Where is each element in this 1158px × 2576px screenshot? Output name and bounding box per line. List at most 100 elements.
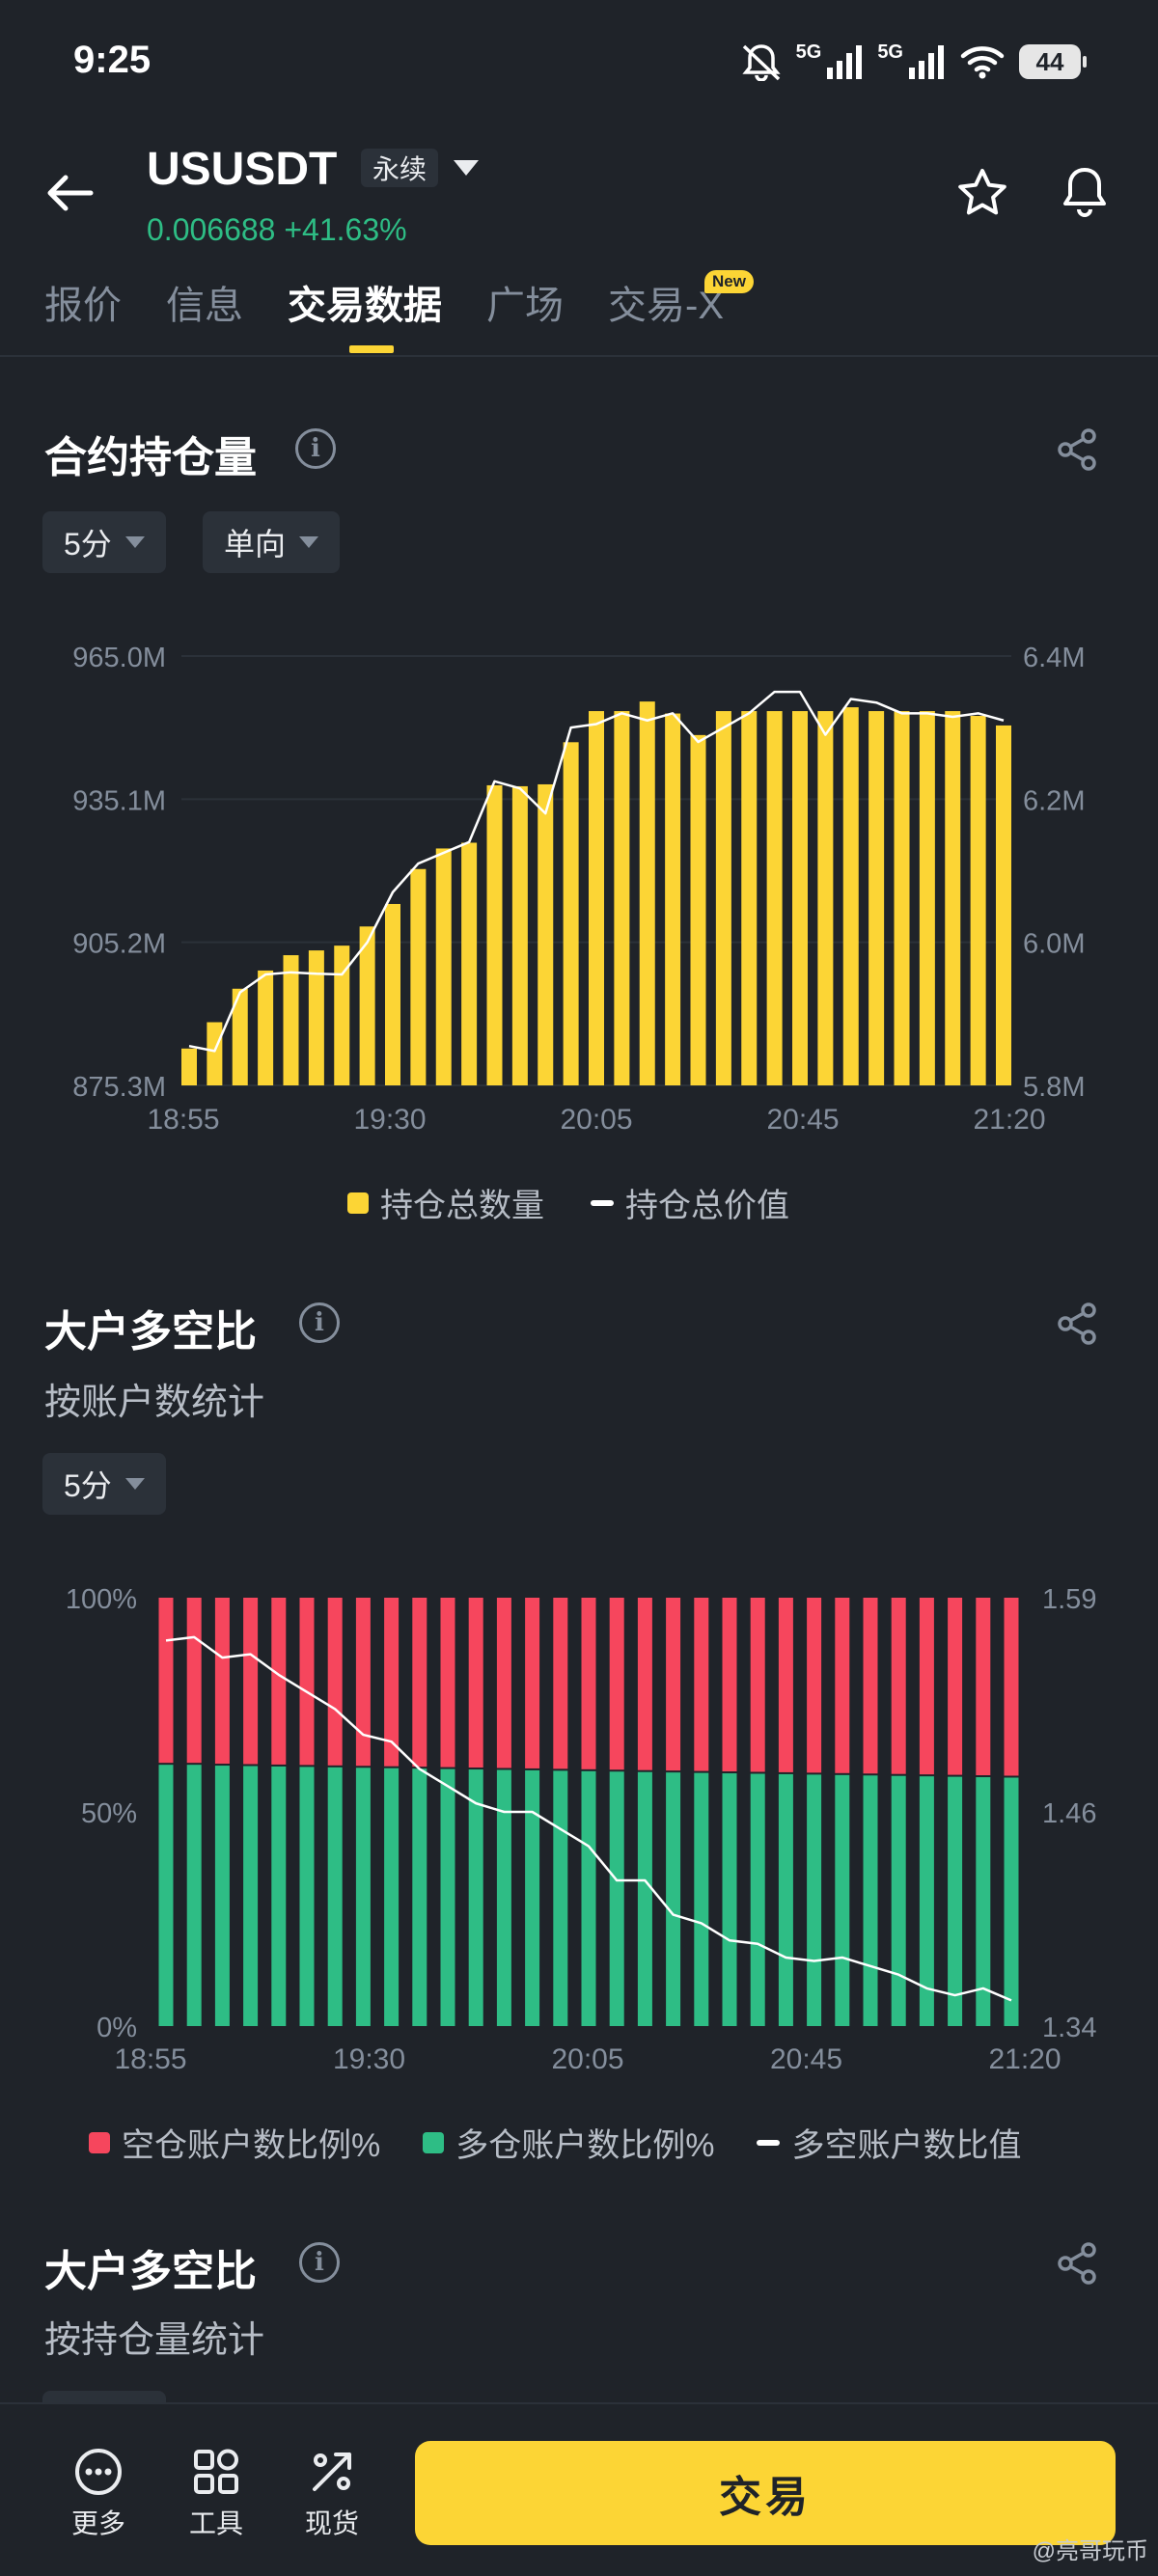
long-accounts-bar xyxy=(694,1772,709,2026)
battery-level: 44 xyxy=(1035,46,1064,76)
oi-bar xyxy=(589,711,604,1085)
long-accounts-bar xyxy=(976,1777,991,2026)
tab-square[interactable]: 广场 xyxy=(486,285,564,327)
oi-bar xyxy=(766,711,783,1085)
oi-interval-dropdown[interactable]: 5分 xyxy=(42,511,166,573)
y-axis-left-tick: 905.2M xyxy=(72,929,166,960)
long-accounts-bar xyxy=(807,1774,822,2026)
legend-swatch-line xyxy=(591,1199,614,1206)
short-accounts-bar xyxy=(327,1598,343,1766)
tab-trading-data[interactable]: 交易数据 xyxy=(288,285,442,327)
long-accounts-bar xyxy=(722,1773,737,2026)
info-icon[interactable]: i xyxy=(299,1302,340,1343)
long-accounts-bar xyxy=(948,1776,963,2026)
ratio-positions-title: 大户多空比 xyxy=(44,2248,257,2295)
oi-bar xyxy=(970,716,986,1085)
short-accounts-bar xyxy=(948,1598,963,1775)
oi-bar xyxy=(614,711,630,1085)
contract-type-badge[interactable]: 永续 xyxy=(361,149,439,187)
short-accounts-bar xyxy=(863,1598,878,1774)
long-accounts-bar xyxy=(327,1767,343,2026)
x-axis-tick: 18:55 xyxy=(147,1104,219,1136)
oi-bar xyxy=(461,842,478,1085)
tab-bar: 报价 信息 交易数据 广场 交易-X xyxy=(44,274,724,330)
tab-info[interactable]: 信息 xyxy=(166,285,243,327)
long-accounts-bar xyxy=(299,1767,315,2026)
y-axis-right-tick: 6.4M xyxy=(1023,643,1085,673)
legend-label: 持仓总价值 xyxy=(625,1188,789,1224)
short-accounts-bar xyxy=(637,1598,652,1770)
long-short-ratio-chart: 0% 50% 100% 1.34 1.46 1.59 18:55 19:30 20:05 20:4… xyxy=(66,1584,1097,2075)
oi-value-line xyxy=(188,690,1005,1053)
share-icon[interactable] xyxy=(1054,426,1100,473)
network-label-1: 5G xyxy=(795,41,822,63)
tools-button[interactable]: 工具 xyxy=(189,2447,243,2541)
legend-short-accounts[interactable]: 空仓账户数比例% xyxy=(89,2119,380,2166)
long-accounts-bar xyxy=(1004,1777,1019,2026)
oi-bar xyxy=(410,868,427,1085)
oi-mode-dropdown[interactable]: 单向 xyxy=(203,511,341,573)
legend-swatch-line xyxy=(757,2139,781,2146)
short-accounts-bar xyxy=(553,1598,568,1769)
open-interest-chart: 875.3M 905.2M 935.1M 965.0M 5.8M 6.0M 6.2M 6.4M… xyxy=(72,643,1085,1136)
y-axis-left-tick: 935.1M xyxy=(72,785,166,816)
oi-bar xyxy=(334,945,350,1085)
share-icon[interactable] xyxy=(1054,1301,1100,1347)
oi-bar xyxy=(283,955,299,1085)
long-accounts-bar xyxy=(863,1775,878,2026)
oi-legend: 持仓总数量 持仓总价值 xyxy=(347,1179,789,1226)
short-accounts-bar xyxy=(581,1598,596,1769)
legend-oi-quantity[interactable]: 持仓总数量 xyxy=(347,1179,544,1226)
dropdown-caret-icon xyxy=(124,536,145,548)
info-icon[interactable]: i xyxy=(295,428,336,469)
tools-grid-icon xyxy=(194,2449,238,2494)
short-accounts-bar xyxy=(243,1598,259,1765)
more-dots-icon xyxy=(75,2449,122,2495)
legend-long-accounts[interactable]: 多仓账户数比例% xyxy=(423,2119,714,2166)
oi-bar xyxy=(207,1022,223,1085)
oi-bar xyxy=(842,707,859,1085)
back-arrow-icon[interactable] xyxy=(42,166,96,220)
legend-label: 多仓账户数比例% xyxy=(455,2127,715,2164)
y-axis-left-tick: 875.3M xyxy=(72,1072,166,1103)
share-icon[interactable] xyxy=(1054,2240,1100,2287)
spot-button[interactable]: 现货 xyxy=(305,2447,359,2541)
long-accounts-bar xyxy=(525,1769,540,2026)
oi-bar xyxy=(232,988,248,1085)
favorite-star-icon[interactable] xyxy=(955,166,1009,220)
symbol-dropdown-icon[interactable] xyxy=(454,160,479,176)
long-accounts-bar xyxy=(468,1769,483,2026)
y-axis-right-tick: 1.46 xyxy=(1042,1798,1096,1829)
ratio-accounts-subtitle: 按账户数统计 xyxy=(44,1383,265,1423)
x-axis-tick: 20:45 xyxy=(770,2043,842,2075)
short-accounts-bar xyxy=(1004,1598,1019,1776)
header-divider xyxy=(0,355,1158,357)
alert-bell-icon[interactable] xyxy=(1058,164,1112,222)
short-accounts-bar xyxy=(158,1598,174,1764)
tab-quote[interactable]: 报价 xyxy=(44,285,122,327)
long-accounts-bar xyxy=(835,1774,850,2026)
long-accounts-bar xyxy=(271,1766,287,2026)
ratio-accounts-interval-dropdown[interactable]: 5分 xyxy=(42,1453,166,1515)
legend-oi-value[interactable]: 持仓总价值 xyxy=(591,1179,789,1226)
long-accounts-bar xyxy=(158,1765,174,2026)
oi-bar xyxy=(919,711,935,1085)
legend-ratio[interactable]: 多空账户数比值 xyxy=(757,2119,1021,2166)
oi-bar xyxy=(563,742,579,1085)
legend-label: 多空账户数比值 xyxy=(791,2127,1022,2164)
short-accounts-bar xyxy=(835,1598,850,1773)
oi-interval-value: 5分 xyxy=(64,527,112,562)
oi-bar xyxy=(639,701,655,1085)
legend-swatch-red xyxy=(89,2131,110,2153)
oi-bar xyxy=(308,950,324,1085)
oi-bar xyxy=(945,711,961,1085)
symbol-title[interactable]: USUSDT xyxy=(147,144,338,195)
x-axis-tick: 19:30 xyxy=(353,1104,426,1136)
more-button[interactable]: 更多 xyxy=(71,2447,125,2541)
oi-bar xyxy=(181,1048,197,1085)
info-icon[interactable]: i xyxy=(299,2242,340,2283)
trade-button[interactable]: 交易 xyxy=(415,2441,1116,2545)
long-accounts-bar xyxy=(553,1770,568,2026)
status-icons: 5G 5G 44 xyxy=(740,39,1087,85)
ratio-accounts-title: 大户多空比 xyxy=(44,1308,257,1356)
